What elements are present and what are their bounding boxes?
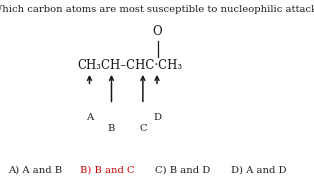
Text: CH₃CH–CHC·CH₃: CH₃CH–CHC·CH₃ xyxy=(77,59,182,72)
Text: A) A and B: A) A and B xyxy=(8,166,62,175)
Text: C) B and D: C) B and D xyxy=(155,166,211,175)
Text: D: D xyxy=(153,113,161,122)
Text: A: A xyxy=(86,113,93,122)
Text: B) B and C: B) B and C xyxy=(80,166,135,175)
Text: D) A and D: D) A and D xyxy=(231,166,286,175)
Text: C: C xyxy=(139,124,147,133)
Text: B: B xyxy=(108,124,115,133)
Text: O: O xyxy=(153,25,162,38)
Text: Which carbon atoms are most susceptible to nucleophilic attack?: Which carbon atoms are most susceptible … xyxy=(0,4,314,14)
